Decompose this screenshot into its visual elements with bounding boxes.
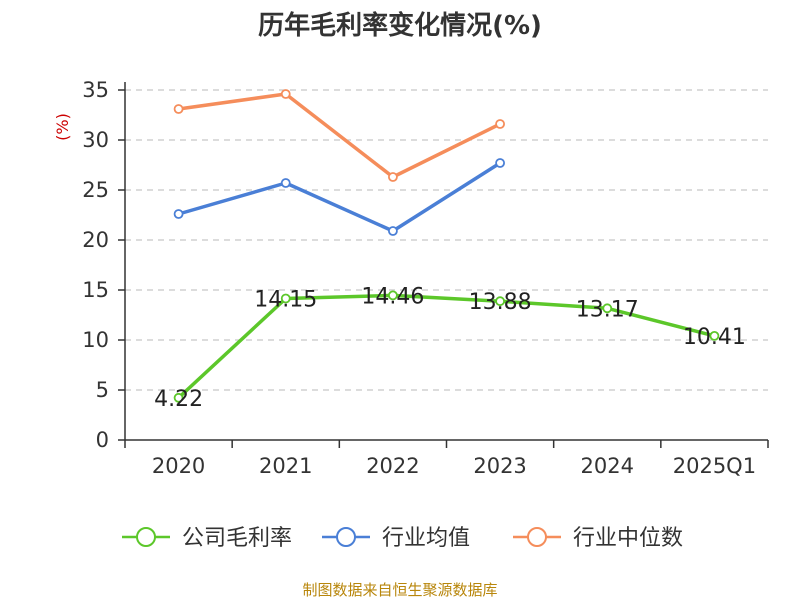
data-labels: 4.22 14.15 14.46 13.88 13.17 10.41 bbox=[154, 284, 746, 411]
series-layer bbox=[173, 89, 720, 403]
data-point-0-2024 bbox=[602, 303, 613, 314]
grid-lines bbox=[125, 89, 768, 391]
y-tick-label-10: 10 bbox=[82, 328, 109, 352]
y-axis-ticks: 0 5 10 15 20 25 30 35 bbox=[82, 78, 125, 452]
legend: 公司毛利率 行业均值 行业中位数 bbox=[122, 526, 683, 551]
data-label-2024: 13.17 bbox=[576, 297, 639, 322]
data-point-0-2025Q1 bbox=[709, 330, 720, 341]
x-tick-label-2021: 2021 bbox=[259, 454, 312, 478]
y-tick-label-5: 5 bbox=[96, 378, 109, 402]
data-point-0-2021 bbox=[280, 293, 291, 304]
data-point-2-2022 bbox=[388, 172, 398, 182]
data-point-1-2022 bbox=[388, 226, 398, 236]
data-label-2025Q1: 10.41 bbox=[683, 325, 746, 350]
legend-label-0: 公司毛利率 bbox=[182, 526, 292, 551]
legend-marker-2 bbox=[527, 527, 547, 547]
axes bbox=[124, 82, 768, 441]
legend-item-0: 公司毛利率 bbox=[122, 526, 292, 551]
chart-title: 历年毛利率变化情况(%) bbox=[258, 10, 542, 41]
x-axis-ticks: 2020 2021 2022 2023 2024 2025Q1 bbox=[124, 440, 769, 478]
series-1 bbox=[173, 158, 505, 236]
data-point-1-2020 bbox=[173, 209, 184, 219]
series-line-0 bbox=[177, 293, 715, 400]
legend-marker-0 bbox=[136, 527, 156, 547]
series-line-2 bbox=[178, 92, 501, 179]
series-2 bbox=[173, 89, 505, 182]
data-label-2021: 14.15 bbox=[254, 288, 317, 313]
x-tick-label-2022: 2022 bbox=[366, 454, 419, 478]
data-point-0-2022 bbox=[388, 290, 398, 301]
data-point-0-2020 bbox=[173, 392, 184, 403]
y-tick-label-0: 0 bbox=[96, 428, 109, 452]
y-axis-unit-label: (%) bbox=[53, 113, 72, 141]
x-tick-label-2025Q1: 2025Q1 bbox=[673, 454, 756, 478]
y-tick-label-35: 35 bbox=[82, 78, 109, 102]
legend-label-1: 行业均值 bbox=[382, 526, 470, 551]
series-0 bbox=[173, 290, 720, 403]
legend-item-2: 行业中位数 bbox=[513, 526, 683, 551]
data-point-2-2023 bbox=[495, 119, 505, 129]
series-line-1 bbox=[178, 161, 502, 233]
y-tick-label-15: 15 bbox=[82, 278, 109, 302]
x-tick-label-2023: 2023 bbox=[473, 454, 526, 478]
y-tick-label-30: 30 bbox=[82, 128, 109, 152]
legend-marker-1 bbox=[336, 527, 356, 547]
data-point-1-2021 bbox=[280, 178, 291, 188]
data-label-2023: 13.88 bbox=[469, 290, 532, 315]
data-point-2-2021 bbox=[280, 89, 291, 99]
x-tick-label-2024: 2024 bbox=[581, 454, 634, 478]
y-tick-label-25: 25 bbox=[82, 178, 109, 202]
source-note: 制图数据来自恒生聚源数据库 bbox=[302, 581, 497, 599]
legend-label-2: 行业中位数 bbox=[573, 526, 683, 551]
data-point-2-2020 bbox=[173, 104, 184, 114]
legend-item-1: 行业均值 bbox=[322, 526, 470, 551]
data-label-2022: 14.46 bbox=[361, 284, 424, 309]
data-point-1-2023 bbox=[495, 158, 505, 168]
data-point-0-2023 bbox=[495, 296, 505, 307]
x-tick-label-2020: 2020 bbox=[152, 454, 205, 478]
data-label-2020: 4.22 bbox=[154, 387, 203, 412]
y-tick-label-20: 20 bbox=[82, 228, 109, 252]
